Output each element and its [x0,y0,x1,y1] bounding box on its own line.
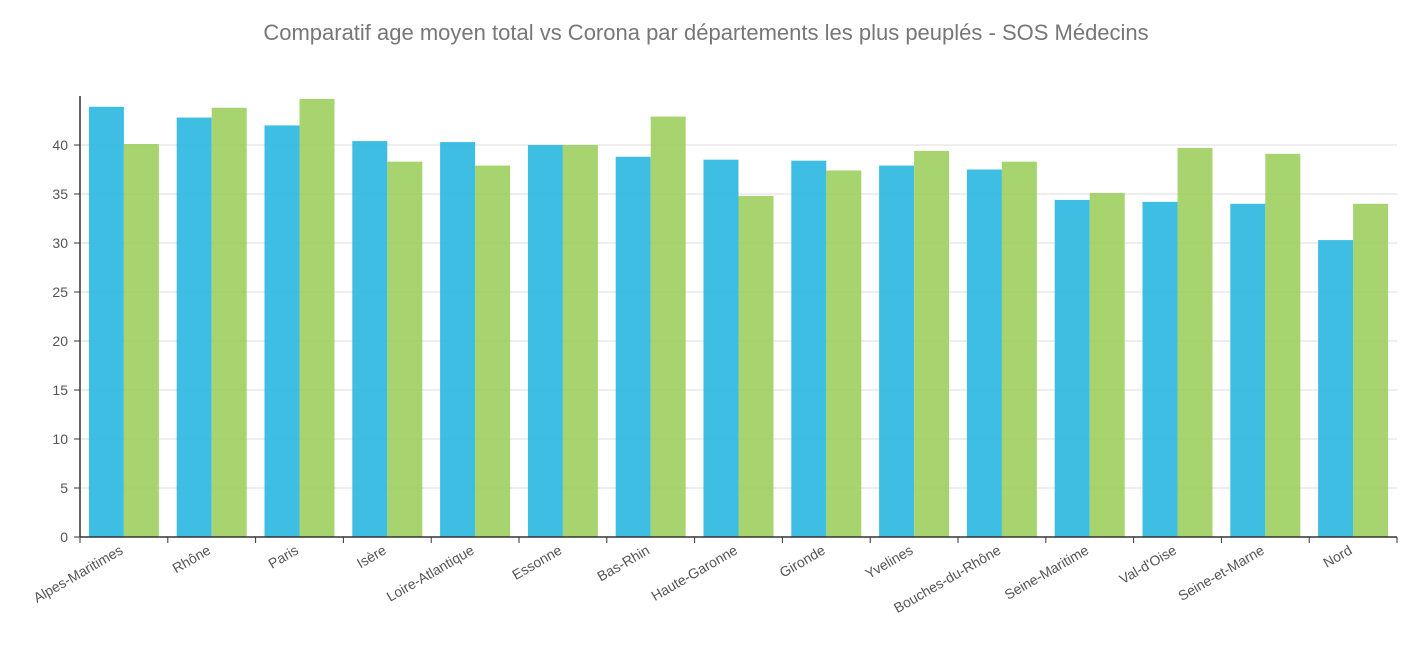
bar [176,117,212,537]
bar [914,150,950,537]
bar [475,165,511,537]
bar [703,159,739,537]
x-tick-label: Essonne [509,542,564,583]
y-tick-label: 40 [52,137,68,153]
y-tick-label: 5 [60,480,68,496]
bar [1177,147,1213,537]
x-tick-label: Haute-Garonne [648,542,740,604]
bar [1265,153,1301,537]
x-tick-label: Nord [1320,542,1354,571]
y-tick-label: 25 [52,284,68,300]
y-tick-label: 30 [52,235,68,251]
x-tick-label: Val-d'Oise [1116,542,1179,588]
chart-title: Comparatif age moyen total vs Corona par… [263,20,1149,45]
bar [826,170,862,538]
bar [1353,203,1389,538]
y-tick-label: 10 [52,431,68,447]
bar [738,195,774,537]
bar [1230,203,1266,538]
bar [1001,161,1037,537]
bar [123,144,159,537]
y-tick-label: 35 [52,186,68,202]
bar [1089,193,1125,537]
bar [1054,199,1090,537]
x-tick-label: Paris [265,542,301,572]
x-tick-label: Gironde [777,542,828,581]
bar [966,169,1002,537]
bar [211,107,247,537]
bar [791,160,827,537]
x-tick-label: Isère [354,542,389,572]
bar [264,125,300,538]
x-tick-label: Alpes-Maritimes [30,542,125,606]
y-tick-label: 15 [52,382,68,398]
x-tick-label: Yvelines [862,542,915,582]
bar [650,116,686,537]
bar [440,142,476,537]
bar [615,156,651,537]
bar [879,165,915,537]
bar [527,145,563,537]
x-tick-label: Bas-Rhin [594,542,652,585]
x-tick-label: Seine-et-Marne [1175,542,1267,604]
x-tick-label: Rhône [169,542,213,577]
x-tick-label: Seine-Maritime [1002,542,1092,603]
bar [1318,240,1354,537]
bar [299,98,335,537]
y-tick-label: 0 [60,529,68,545]
bar [88,106,124,537]
bar [562,145,598,537]
bar [387,161,423,537]
x-tick-label: Loire-Atlantique [384,542,477,605]
bar [352,141,388,537]
bar [1142,201,1178,537]
y-tick-label: 20 [52,333,68,349]
